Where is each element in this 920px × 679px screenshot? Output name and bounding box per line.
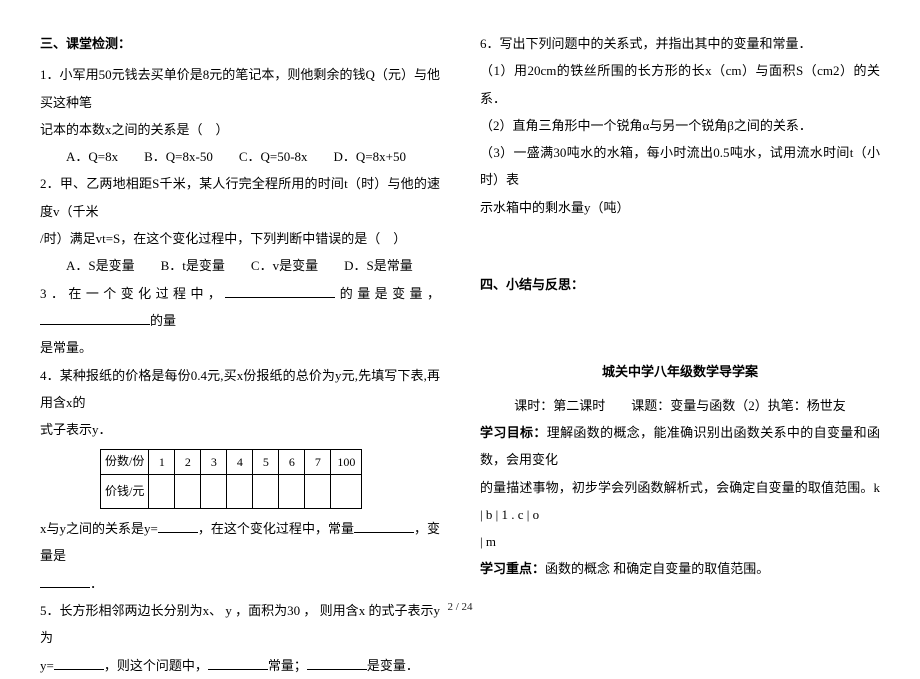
table-cell: [175, 475, 201, 509]
table-row: 份数/份 1 2 3 4 5 6 7 100: [101, 450, 362, 475]
table-header-1: 份数/份: [101, 450, 149, 475]
q3-line1: 3．在一个变化过程中， 的量是变量， 的量: [40, 280, 440, 335]
q5-line1: 5．长方形相邻两边长分别为x、 y ，面积为30 ， 则用含x 的式子表示y 为: [40, 597, 440, 652]
table-cell: [279, 475, 305, 509]
table-cell: 3: [201, 450, 227, 475]
left-column: 三、课堂检测： 1．小军用50元钱去买单价是8元的笔记本，则他剩余的钱Q（元）与…: [40, 30, 440, 590]
table-cell: [201, 475, 227, 509]
blank: [40, 576, 90, 588]
q4c-b: ，在这个变化过程中，常量: [198, 521, 354, 536]
table-cell: 2: [175, 450, 201, 475]
q6-heading: 6．写出下列问题中的关系式，并指出其中的变量和常量．: [480, 30, 880, 57]
section-4-heading: 四、小结与反思：: [480, 271, 880, 298]
blank: [208, 658, 268, 670]
objective-label: 学习目标：: [480, 425, 547, 440]
q1-line1: 1．小军用50元钱去买单价是8元的笔记本，则他剩余的钱Q（元）与他买这种笔: [40, 61, 440, 116]
objective-line2: 的量描述事物，初步学会列函数解析式，会确定自变量的取值范围。k | b | 1 …: [480, 474, 880, 529]
q5-line2: y= ，则这个问题中， 常量； 是变量．: [40, 652, 440, 679]
blank: [158, 521, 198, 533]
focus-text: 函数的概念 和确定自变量的取值范围。: [545, 561, 769, 576]
focus-line: 学习重点：函数的概念 和确定自变量的取值范围。: [480, 555, 880, 582]
objective-line1: 学习目标：理解函数的概念，能准确识别出函数关系中的自变量和函数，会用变化: [480, 419, 880, 474]
q6-part3b: 示水箱中的剩水量y（吨）: [480, 194, 880, 221]
blank: [225, 286, 335, 298]
q6-part1: （1）用20cm的铁丝所围的长方形的长x（cm）与面积S（cm2）的关系．: [480, 57, 880, 112]
q1-line2: 记本的本数x之间的关系是（ ）: [40, 116, 440, 143]
q5b-c: 常量；: [268, 658, 307, 673]
table-cell: [305, 475, 331, 509]
q2-line2: /时）满足vt=S，在这个变化过程中，下列判断中错误的是（ ）: [40, 225, 440, 252]
q4c-d: ．: [90, 576, 103, 591]
q6-part3a: （3）一盛满30吨水的水箱，每小时流出0.5吨水，试用流水时间t（小时）表: [480, 139, 880, 194]
table-cell: 7: [305, 450, 331, 475]
q3-text-c: 的量: [150, 313, 176, 328]
q5b-b: ，则这个问题中，: [104, 658, 208, 673]
q3-line2: 是常量。: [40, 334, 440, 361]
q5b-a: y=: [40, 658, 54, 673]
q4-line2: 式子表示y．: [40, 416, 440, 443]
q4-line3: x与y之间的关系是y=，在这个变化过程中，常量，变量是: [40, 515, 440, 570]
blank: [54, 658, 104, 670]
table-cell: 4: [227, 450, 253, 475]
q3-text-b: 的量是变量，: [335, 286, 440, 301]
table-cell: 6: [279, 450, 305, 475]
q6-part2: （2）直角三角形中一个锐角α与另一个锐角β之间的关系．: [480, 112, 880, 139]
q3-text-a: 3．在一个变化过程中，: [40, 286, 225, 301]
lesson-info: 课时：第二课时 课题：变量与函数（2）执笔：杨世友: [480, 392, 880, 419]
section-3-heading: 三、课堂检测：: [40, 30, 440, 57]
q5b-d: 是变量．: [367, 658, 419, 673]
q4-line1: 4．某种报纸的价格是每份0.4元,买x份报纸的总价为y元,先填写下表,再用含x的: [40, 362, 440, 417]
q4c-a: x与y之间的关系是y=: [40, 521, 158, 536]
table-cell: [149, 475, 175, 509]
table-cell: 1: [149, 450, 175, 475]
blank: [354, 521, 414, 533]
objective-line3: | m: [480, 528, 880, 555]
blank: [40, 313, 150, 325]
blank: [307, 658, 367, 670]
q1-options: A．Q=8x B．Q=8x-50 C．Q=50-8x D．Q=8x+50: [40, 143, 440, 170]
right-column: 6．写出下列问题中的关系式，并指出其中的变量和常量． （1）用20cm的铁丝所围…: [480, 30, 880, 590]
q4-line4: ．: [40, 570, 440, 597]
q2-options: A．S是变量 B．t是变量 C．v是变量 D．S是常量: [40, 252, 440, 279]
table-cell: [227, 475, 253, 509]
q4-table: 份数/份 1 2 3 4 5 6 7 100 价钱/元: [100, 449, 362, 509]
table-cell: 5: [253, 450, 279, 475]
doc-title: 城关中学八年级数学导学案: [480, 358, 880, 385]
table-cell: [331, 475, 362, 509]
table-header-2: 价钱/元: [101, 475, 149, 509]
table-row: 价钱/元: [101, 475, 362, 509]
focus-label: 学习重点：: [480, 561, 545, 576]
table-cell: [253, 475, 279, 509]
table-cell: 100: [331, 450, 362, 475]
q2-line1: 2．甲、乙两地相距S千米，某人行完全程所用的时间t（时）与他的速度v（千米: [40, 170, 440, 225]
